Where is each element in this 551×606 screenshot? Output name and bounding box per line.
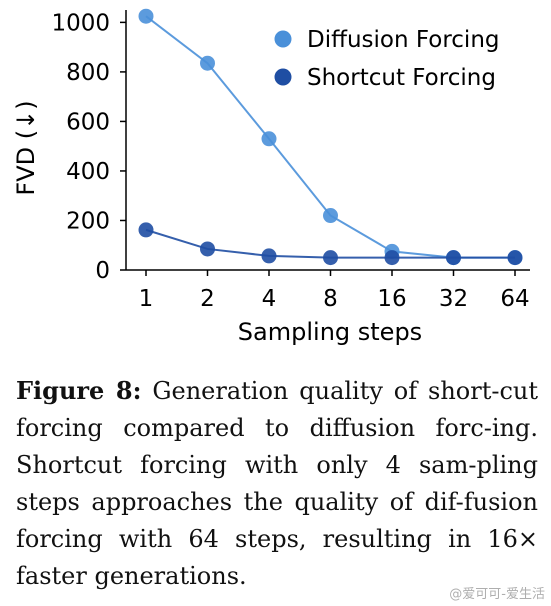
data-point [261,248,277,264]
y-axis: 0 200 400 600 800 1000 [51,10,127,284]
data-point [323,250,338,266]
x-tick-label: 1 [139,286,154,312]
y-tick-label: 400 [66,159,110,185]
legend-marker [274,30,292,48]
x-tick-label: 64 [500,286,529,312]
y-tick-label: 0 [95,258,110,284]
x-axis: 1 2 4 8 16 32 64 [126,269,530,312]
y-axis-label: FVD (↓) [12,100,40,195]
legend: Diffusion Forcing Shortcut Forcing [274,27,500,91]
x-tick-label: 4 [262,286,277,312]
data-point [507,250,523,266]
watermark: @爱可可-爱生活 [449,587,545,602]
x-tick-label: 8 [323,286,338,312]
line-chart: 0 200 400 600 800 1000 1 2 4 8 16 32 64 FVD (↓) Sam… [12,8,530,346]
data-point [323,208,338,224]
data-point [200,55,215,71]
data-point [138,8,154,24]
caption-label: Figure 8: [16,376,142,405]
data-point [200,241,215,257]
data-point [446,250,461,266]
figure-caption: Figure 8: Generation quality of short-cu… [16,372,538,595]
data-point [384,250,400,266]
y-tick-label: 600 [66,109,110,135]
caption-text: Generation quality of short-cut forcing … [16,377,538,590]
x-tick-label: 32 [439,286,468,312]
y-tick-label: 1000 [51,10,110,36]
x-tick-label: 2 [200,286,215,312]
series-shortcut-forcing [138,222,523,266]
y-tick-label: 200 [66,208,110,234]
legend-label: Shortcut Forcing [307,65,496,91]
legend-marker [274,68,292,86]
legend-label: Diffusion Forcing [307,27,500,53]
y-tick-label: 800 [66,60,110,86]
data-point [138,222,154,238]
data-point [261,131,277,147]
x-axis-label: Sampling steps [238,318,422,346]
x-tick-label: 16 [377,286,406,312]
